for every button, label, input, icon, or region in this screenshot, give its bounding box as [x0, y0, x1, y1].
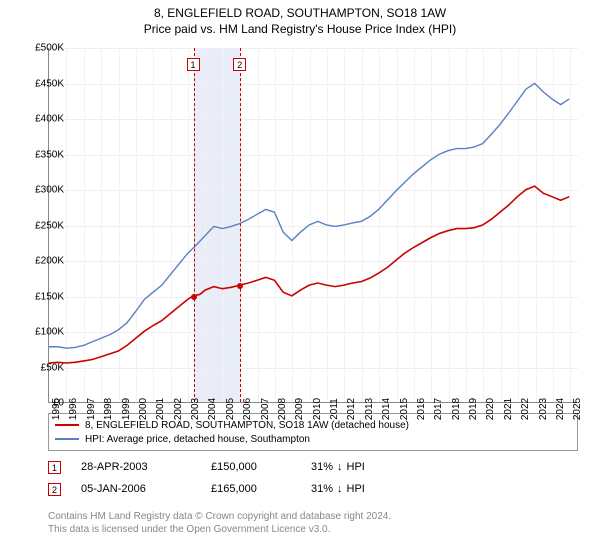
x-axis-label: 2011 [329, 398, 340, 420]
event-row: 2 05-JAN-2006 £165,000 31% ↓ HPI [48, 478, 401, 500]
x-axis-label: 1998 [103, 398, 114, 420]
event-diff: 31% ↓ HPI [311, 461, 401, 473]
x-axis-label: 1996 [68, 398, 79, 420]
event-point-marker [237, 283, 243, 289]
x-axis-label: 1995 [51, 398, 62, 420]
series-line-hpi [49, 83, 569, 348]
y-axis-label: £50K [41, 362, 64, 373]
x-axis-label: 2002 [173, 398, 184, 420]
y-axis-label: £450K [35, 78, 64, 89]
x-axis-label: 1999 [121, 398, 132, 420]
x-axis-label: 2001 [155, 398, 166, 420]
event-diff-ref: HPI [347, 483, 365, 495]
chart-container: 8, ENGLEFIELD ROAD, SOUTHAMPTON, SO18 1A… [0, 0, 600, 560]
y-axis-label: £350K [35, 149, 64, 160]
x-axis-label: 2023 [538, 398, 549, 420]
legend-swatch [55, 438, 79, 440]
x-axis-label: 2018 [451, 398, 462, 420]
y-axis-label: £300K [35, 185, 64, 196]
legend-swatch [55, 424, 79, 426]
series-line-price_paid [49, 186, 569, 363]
x-axis-label: 2015 [399, 398, 410, 420]
y-axis-label: £250K [35, 220, 64, 231]
x-axis-label: 2025 [572, 398, 583, 420]
arrow-down-icon: ↓ [337, 461, 343, 473]
legend-label: 8, ENGLEFIELD ROAD, SOUTHAMPTON, SO18 1A… [85, 420, 409, 431]
x-axis-label: 2022 [520, 398, 531, 420]
event-date: 05-JAN-2006 [81, 483, 191, 495]
event-line [240, 48, 241, 402]
event-row: 1 28-APR-2003 £150,000 31% ↓ HPI [48, 456, 401, 478]
x-axis-label: 2000 [138, 398, 149, 420]
x-axis-label: 2007 [260, 398, 271, 420]
event-number-box: 2 [48, 483, 61, 496]
x-axis-label: 2009 [294, 398, 305, 420]
x-axis-label: 2017 [433, 398, 444, 420]
x-axis-label: 2003 [190, 398, 201, 420]
footer-attribution: Contains HM Land Registry data © Crown c… [48, 510, 391, 536]
event-point-marker [191, 294, 197, 300]
y-axis-label: £150K [35, 291, 64, 302]
title-subtitle: Price paid vs. HM Land Registry's House … [0, 22, 600, 36]
x-axis-label: 2019 [468, 398, 479, 420]
x-axis-label: 2016 [416, 398, 427, 420]
legend-item-hpi: HPI: Average price, detached house, Sout… [55, 432, 571, 446]
y-axis-label: £200K [35, 256, 64, 267]
footer-line: This data is licensed under the Open Gov… [48, 523, 391, 536]
arrow-down-icon: ↓ [337, 483, 343, 495]
event-number-marker: 2 [233, 58, 246, 71]
x-axis-label: 2008 [277, 398, 288, 420]
event-price: £150,000 [211, 461, 291, 473]
chart-plot-area: 12 [48, 48, 578, 403]
x-axis-label: 2014 [381, 398, 392, 420]
x-axis-label: 2006 [242, 398, 253, 420]
event-diff-pct: 31% [311, 483, 333, 495]
x-axis-label: 2005 [225, 398, 236, 420]
chart-title-block: 8, ENGLEFIELD ROAD, SOUTHAMPTON, SO18 1A… [0, 0, 600, 38]
x-axis-label: 2010 [312, 398, 323, 420]
legend-label: HPI: Average price, detached house, Sout… [85, 434, 310, 445]
x-axis-label: 1997 [86, 398, 97, 420]
events-table: 1 28-APR-2003 £150,000 31% ↓ HPI 2 05-JA… [48, 456, 401, 500]
footer-line: Contains HM Land Registry data © Crown c… [48, 510, 391, 523]
y-axis-label: £100K [35, 327, 64, 338]
event-number-box: 1 [48, 461, 61, 474]
x-axis-label: 2012 [346, 398, 357, 420]
title-address: 8, ENGLEFIELD ROAD, SOUTHAMPTON, SO18 1A… [0, 6, 600, 20]
y-axis-label: £400K [35, 114, 64, 125]
y-axis-label: £500K [35, 43, 64, 54]
x-axis-label: 2013 [364, 398, 375, 420]
event-price: £165,000 [211, 483, 291, 495]
event-diff-ref: HPI [347, 461, 365, 473]
x-axis-label: 2021 [503, 398, 514, 420]
x-axis-label: 2004 [207, 398, 218, 420]
event-date: 28-APR-2003 [81, 461, 191, 473]
event-line [194, 48, 195, 402]
event-number-marker: 1 [187, 58, 200, 71]
event-diff: 31% ↓ HPI [311, 483, 401, 495]
chart-lines-svg [49, 48, 578, 402]
x-axis-label: 2024 [555, 398, 566, 420]
x-axis-label: 2020 [485, 398, 496, 420]
event-diff-pct: 31% [311, 461, 333, 473]
